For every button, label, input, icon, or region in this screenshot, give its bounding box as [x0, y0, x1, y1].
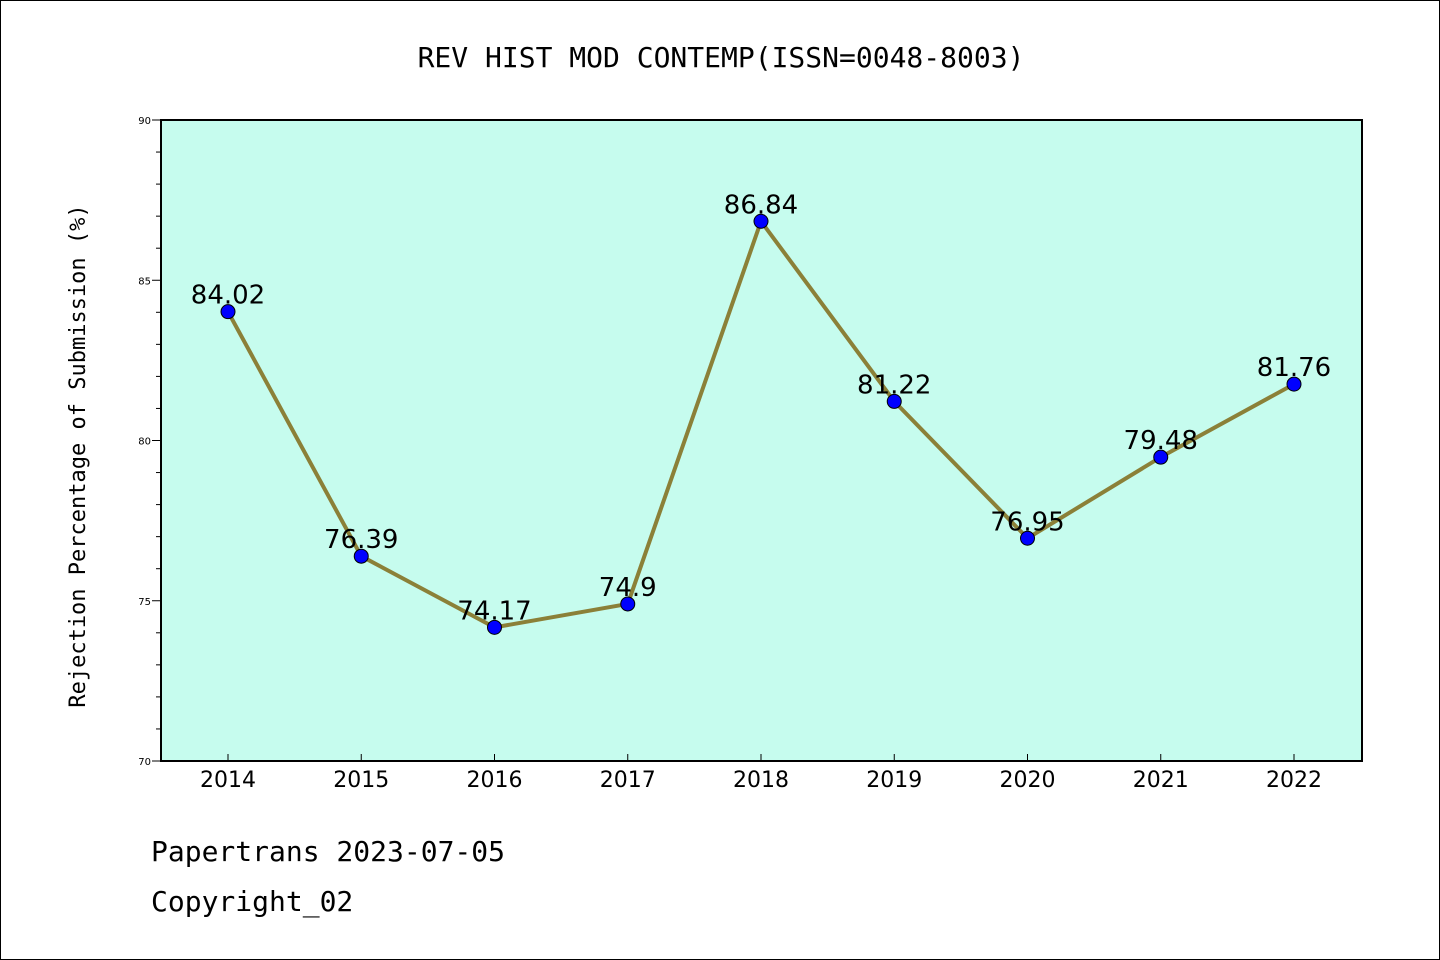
data-label: 86.84	[724, 190, 798, 220]
data-point	[1286, 376, 1302, 392]
data-point	[353, 548, 369, 564]
footer-copyright-text: Copyright_02	[151, 885, 354, 918]
data-label: 84.02	[191, 281, 265, 311]
y-tick-label: 75	[138, 597, 151, 608]
x-tick-label: 2018	[733, 768, 789, 793]
data-labels: 84.02 76.39 74.17 74.9 86.84 81.22 76.95 79.48 8…	[191, 190, 1331, 626]
data-label: 81.76	[1257, 353, 1331, 383]
x-tick-label: 2019	[866, 768, 922, 793]
data-label: 81.22	[857, 370, 931, 400]
data-markers	[220, 213, 1302, 635]
x-axis: 2014 2015 2016 2017 2018 2019 2020 2021 2022	[200, 754, 1322, 793]
x-tick-label: 2015	[333, 768, 389, 793]
data-label: 76.95	[990, 507, 1064, 537]
x-tick-label: 2021	[1133, 768, 1189, 793]
data-label: 74.17	[457, 596, 531, 626]
data-point	[886, 393, 902, 409]
data-label: 74.9	[599, 573, 657, 603]
x-tick-label: 2022	[1266, 768, 1322, 793]
data-point	[620, 596, 636, 612]
chart-title: REV HIST MOD CONTEMP(ISSN=0048-8003)	[418, 41, 1025, 74]
data-point	[220, 304, 236, 320]
data-label: 79.48	[1124, 426, 1198, 456]
data-point	[487, 619, 502, 635]
y-axis: 70 75 80 85 90	[138, 116, 161, 768]
footer-date-text: Papertrans 2023-07-05	[151, 835, 506, 868]
y-tick-label: 85	[138, 276, 151, 287]
y-axis-label: Rejection Percentage of Submission (%)	[66, 204, 91, 707]
y-tick-label: 90	[138, 116, 151, 127]
data-point	[753, 213, 769, 229]
x-tick-label: 2016	[467, 768, 523, 793]
data-label: 76.39	[324, 525, 398, 555]
x-tick-label: 2014	[200, 768, 256, 793]
data-point	[1153, 449, 1169, 465]
data-point	[1020, 530, 1035, 546]
x-tick-label: 2017	[600, 768, 656, 793]
y-tick-label: 70	[138, 757, 151, 768]
y-tick-label: 80	[138, 437, 151, 448]
x-tick-label: 2020	[1000, 768, 1056, 793]
